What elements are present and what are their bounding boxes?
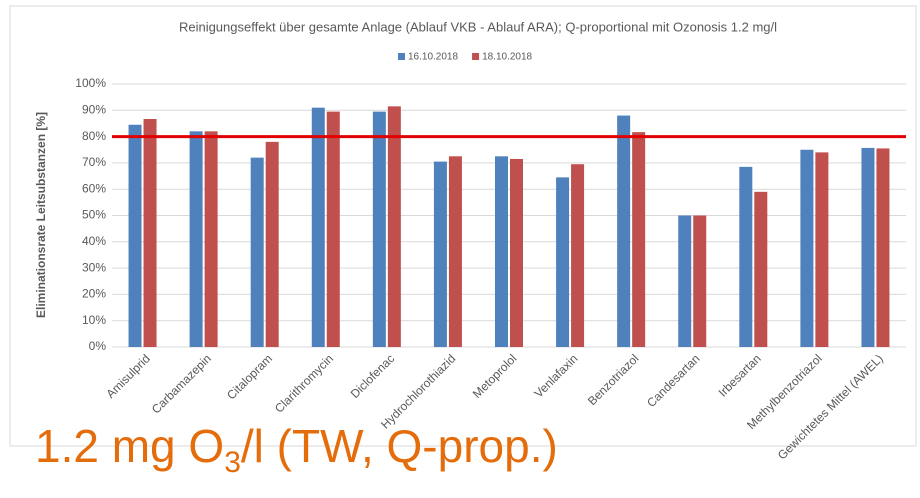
bar (189, 131, 203, 347)
bar (495, 156, 508, 347)
y-tick-label: 30% (82, 260, 106, 274)
annotation-subscript: 3 (224, 446, 241, 479)
bar (143, 118, 157, 347)
bar (265, 141, 279, 347)
y-tick-label: 80% (82, 129, 106, 143)
y-tick-label: 0% (89, 339, 107, 353)
bar (800, 149, 814, 347)
bar (754, 191, 768, 347)
legend-label: 16.10.2018 (408, 52, 458, 63)
bar (372, 111, 386, 348)
y-tick-label: 10% (82, 313, 106, 327)
y-tick-label: 90% (82, 102, 106, 116)
y-tick-label: 20% (82, 287, 106, 301)
bar (571, 164, 585, 347)
bar (326, 111, 340, 348)
legend-label: 18.10.2018 (482, 52, 532, 63)
bar (678, 215, 692, 347)
bar (433, 161, 447, 347)
bar (250, 157, 264, 347)
bar (448, 156, 462, 347)
bar (861, 147, 875, 347)
legend-swatch (398, 53, 405, 60)
y-tick-label: 50% (82, 208, 106, 222)
bar (693, 215, 707, 347)
y-tick-label: 100% (75, 76, 106, 90)
y-tick-label: 60% (82, 181, 106, 195)
y-axis-label: Eliminationsrate Leitsubstanzen [%] (34, 112, 48, 318)
bar (387, 106, 401, 347)
bar (128, 124, 142, 347)
bar (556, 177, 570, 347)
bar (204, 131, 218, 347)
bar (876, 148, 890, 347)
bar (739, 166, 753, 347)
chart-title: Reinigungseffekt über gesamte Anlage (Ab… (179, 19, 777, 34)
bar (510, 158, 523, 347)
y-tick-label: 40% (82, 234, 106, 248)
bar (311, 107, 325, 347)
bar (815, 152, 829, 347)
y-tick-label: 70% (82, 155, 106, 169)
legend-swatch (472, 53, 480, 60)
bar (632, 132, 646, 347)
bar (617, 115, 631, 347)
annotation-text: /l (TW, Q-prop.) (241, 420, 558, 472)
annotation-text: 1.2 mg O (35, 420, 224, 472)
annotation: 1.2 mg O3/l (TW, Q-prop.) (35, 420, 558, 479)
